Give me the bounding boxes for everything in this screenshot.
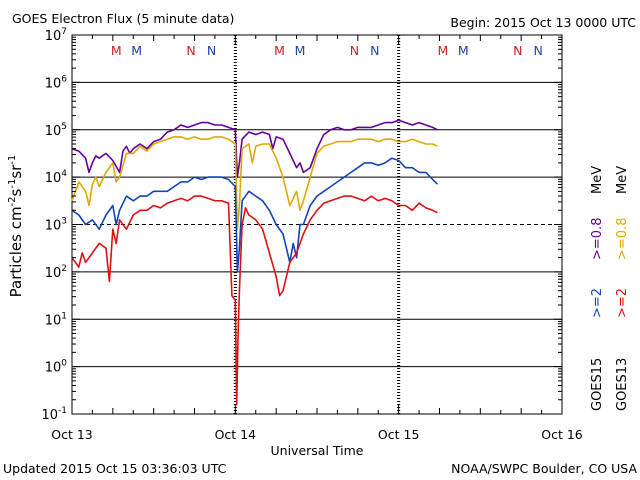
legend-mev-2: MeV — [615, 166, 630, 194]
y-tick-exponent: 5 — [61, 122, 67, 132]
y-axis-label-sup1: -2 — [7, 196, 18, 206]
legend-ge08-goes13: >=0.8 — [615, 218, 630, 260]
series-line-0 — [71, 119, 438, 178]
y-tick-base: 10 — [45, 219, 62, 234]
y-tick-base: 10 — [45, 124, 62, 139]
legend-goes15: GOES15 — [590, 358, 605, 411]
y-tick-base: 10 — [45, 76, 62, 91]
mn-marker: N — [513, 43, 522, 58]
flux-series — [71, 119, 439, 406]
series-line-2 — [71, 157, 439, 273]
y-axis-label-sup2: -1 — [7, 179, 18, 189]
series-line-1 — [71, 136, 438, 230]
credit-label: NOAA/SWPC Boulder, CO USA — [451, 461, 637, 476]
y-tick-label: 106 — [45, 74, 68, 91]
y-axis-label-mid1: s — [7, 188, 25, 196]
y-tick-base: 10 — [45, 29, 62, 44]
mn-marker: M — [111, 43, 122, 58]
x-axis-label: Universal Time — [271, 443, 364, 458]
mn-marker: N — [186, 43, 195, 58]
y-tick-exponent: 4 — [61, 169, 67, 179]
y-tick-exponent: 3 — [61, 217, 67, 227]
legend-ge08-goes15: >=0.8 — [590, 218, 605, 260]
mn-marker: M — [274, 43, 285, 58]
mn-marker: N — [350, 43, 359, 58]
mn-marker: N — [370, 43, 379, 58]
y-tick-base: 10 — [45, 361, 62, 376]
y-tick-label: 102 — [45, 264, 67, 281]
x-tick-label: Oct 13 — [51, 427, 93, 442]
chart-title: GOES Electron Flux (5 minute data) — [12, 11, 234, 26]
mn-marker: M — [295, 43, 306, 58]
legend-mev-1: MeV — [590, 166, 605, 194]
mn-marker: M — [438, 43, 449, 58]
axis-ticks — [71, 34, 563, 415]
y-tick-label: 10-1 — [41, 406, 67, 423]
x-tick-label: Oct 15 — [378, 427, 420, 442]
y-axis-label-main: Particles cm — [7, 206, 25, 297]
series-line-3 — [71, 195, 438, 406]
y-tick-label: 105 — [45, 122, 67, 139]
y-axis-label-sup3: -1 — [7, 155, 18, 165]
y-tick-base: 10 — [45, 266, 62, 281]
y-axis-label: Particles cm-2s-1sr-1 — [7, 155, 25, 298]
y-tick-label: 103 — [45, 217, 67, 234]
mn-marker: N — [534, 43, 543, 58]
y-tick-label: 107 — [45, 27, 67, 44]
y-axis-label-mid2: sr — [7, 164, 25, 179]
y-tick-base: 10 — [45, 171, 62, 186]
y-tick-exponent: 2 — [61, 264, 67, 274]
x-tick-label: Oct 14 — [215, 427, 257, 442]
y-tick-base: 10 — [41, 408, 58, 423]
y-tick-exponent: 1 — [61, 311, 67, 321]
legend-ge2-goes13: >=2 — [615, 288, 630, 318]
y-tick-label: 101 — [45, 311, 67, 328]
legend-goes13: GOES13 — [615, 358, 630, 411]
y-tick-exponent: 7 — [61, 27, 67, 37]
x-tick-labels: Oct 13 Oct 14 Oct 15 Oct 16 — [51, 427, 583, 442]
legend-ge2-goes15: >=2 — [590, 288, 605, 318]
y-tick-exponent: 6 — [61, 74, 67, 84]
y-tick-label: 104 — [45, 169, 68, 186]
mn-marker: M — [458, 43, 469, 58]
horizontal-grid — [72, 81, 562, 368]
y-tick-label: 100 — [45, 359, 68, 376]
mn-marker: M — [131, 43, 142, 58]
begin-label: Begin: 2015 Oct 13 0000 UTC — [450, 15, 636, 30]
mn-marker: N — [207, 43, 216, 58]
x-tick-label: Oct 16 — [541, 427, 583, 442]
updated-label: Updated 2015 Oct 15 03:36:03 UTC — [3, 461, 227, 476]
y-tick-base: 10 — [45, 313, 62, 328]
y-tick-exponent: 0 — [61, 359, 67, 369]
y-tick-exponent: -1 — [58, 406, 67, 416]
